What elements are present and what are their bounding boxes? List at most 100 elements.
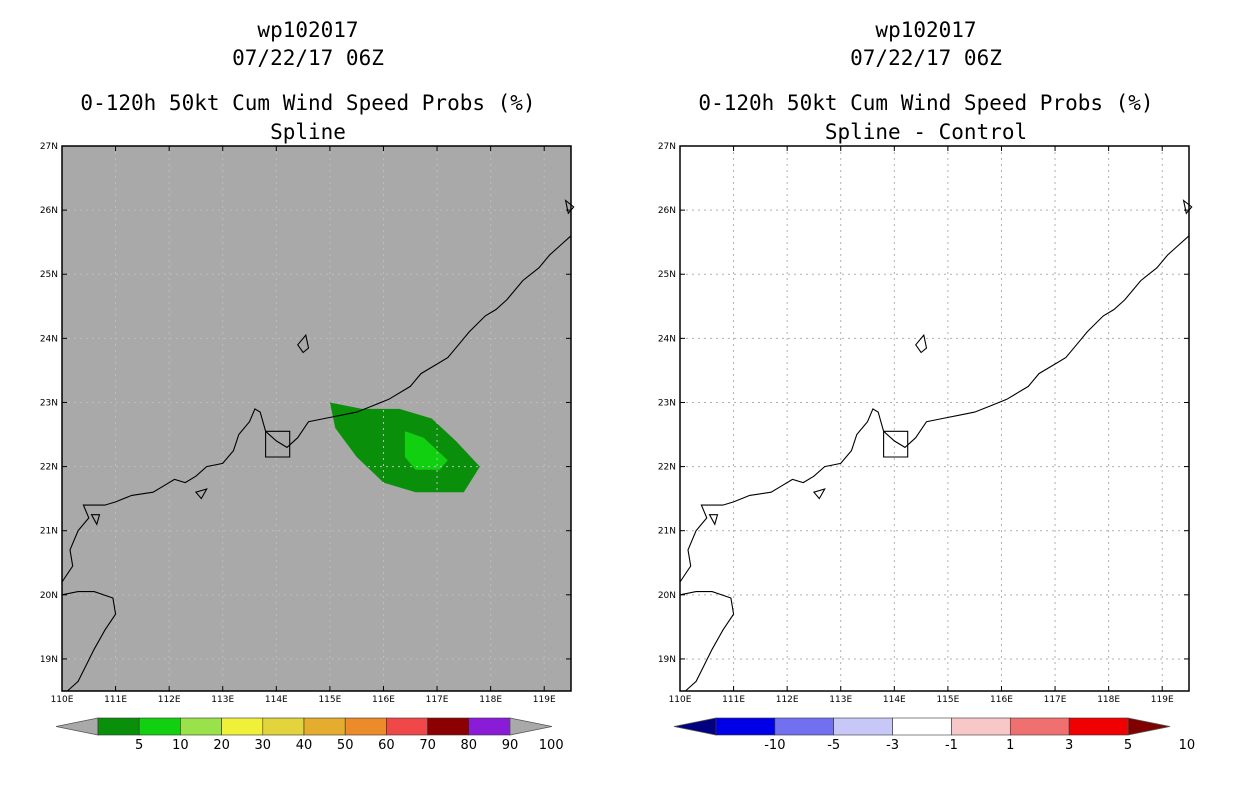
lon-tick-label: 113E — [829, 695, 852, 705]
coastline-hong-kong — [265, 430, 291, 458]
coastline-hong-kong — [883, 430, 909, 458]
lon-tick-label: 119E — [1151, 695, 1174, 705]
right-title-storm: wp102017 — [875, 18, 977, 42]
right-map-panel: 110E 111E 112E 113E 114E 115E 116E 117E 118E 119E… — [658, 142, 1193, 705]
lat-tick-label: 21N — [40, 527, 58, 537]
colorbar-label: 20 — [213, 738, 230, 753]
left-title-method: Spline — [270, 120, 346, 144]
lon-tick-label: 112E — [158, 695, 181, 705]
colorbar-swatch — [774, 717, 835, 736]
lat-tick-label: 24N — [40, 334, 58, 344]
colorbar-swatch — [344, 717, 387, 736]
colorbar-label: 60 — [378, 738, 395, 753]
colorbar-swatch — [951, 717, 1011, 736]
colorbar-label: 70 — [419, 738, 436, 753]
map-background — [680, 146, 1189, 691]
colorbar-swatch — [262, 717, 305, 736]
colorbar-swatch — [833, 717, 893, 736]
map-frame — [679, 145, 1190, 692]
lon-tick-label: 114E — [265, 695, 288, 705]
colorbar-label: 80 — [461, 738, 478, 753]
lat-tick-label: 24N — [658, 334, 676, 344]
lon-tick-label: 111E — [104, 695, 127, 705]
island-2 — [812, 488, 826, 500]
coastline-mainland — [61, 235, 572, 583]
colorbar-label: 1 — [1006, 738, 1014, 753]
coastline — [61, 199, 575, 692]
colorbar-swatch — [138, 717, 181, 736]
lat-tick-label: 20N — [40, 591, 58, 601]
gridlines — [680, 146, 1189, 691]
right-colorbar: -10 -5 -3 -1 1 3 5 10 — [673, 716, 1195, 756]
colorbar-label: 5 — [135, 738, 143, 753]
lon-tick-label: 117E — [426, 695, 449, 705]
coastline-hainan — [679, 591, 735, 692]
lon-tick-label: 118E — [479, 695, 502, 705]
island-2 — [194, 488, 208, 500]
lon-tick-label: 110E — [51, 695, 74, 705]
left-map-panel: 110E 111E 112E 113E 114E 115E 116E 117E 118E 119E… — [40, 142, 575, 705]
lon-tick-label: 115E — [936, 695, 959, 705]
lon-tick-label: 117E — [1044, 695, 1067, 705]
colorbar-swatch — [97, 717, 140, 736]
colorbar-right-arrow — [509, 717, 553, 736]
left-title-storm: wp102017 — [257, 18, 359, 42]
colorbar-label: -1 — [945, 738, 958, 753]
lat-tick-label: 19N — [40, 655, 58, 665]
colorbar-label: 3 — [1065, 738, 1073, 753]
colorbar-swatch — [715, 717, 776, 736]
lon-tick-label: 110E — [669, 695, 692, 705]
colorbar-left-arrow — [673, 717, 717, 736]
colorbar-swatch — [386, 717, 428, 736]
colorbar-swatch — [180, 717, 222, 736]
right-map: 110E 111E 112E 113E 114E 115E 116E 117E 118E 119E… — [658, 142, 1193, 705]
map-frame — [61, 145, 572, 692]
colorbar-swatch — [427, 717, 470, 736]
island-0 — [915, 333, 928, 354]
island-1 — [708, 514, 719, 526]
lat-tick-label: 19N — [658, 655, 676, 665]
colorbar-swatch — [221, 717, 264, 736]
island-0 — [297, 333, 310, 354]
colorbar-swatch — [303, 717, 346, 736]
lat-tick-label: 26N — [658, 206, 676, 216]
lon-tick-label: 119E — [533, 695, 556, 705]
lon-tick-label: 115E — [318, 695, 341, 705]
right-title-product: 0-120h 50kt Cum Wind Speed Probs (%) — [698, 91, 1154, 115]
left-colorbar: 5 10 20 30 40 50 60 70 80 90 100 — [55, 716, 564, 756]
coastline-mainland — [679, 235, 1190, 583]
left-title-date: 07/22/17 06Z — [232, 46, 384, 70]
lon-tick-label: 116E — [990, 695, 1013, 705]
colorbar-swatch — [892, 717, 952, 736]
colorbar-label: -10 — [764, 738, 785, 753]
colorbar-label: 100 — [539, 738, 564, 753]
left-title-product: 0-120h 50kt Cum Wind Speed Probs (%) — [80, 91, 536, 115]
lat-tick-label: 23N — [40, 398, 58, 408]
colorbar-label: 30 — [255, 738, 272, 753]
right-title-date: 07/22/17 06Z — [850, 46, 1002, 70]
island-1 — [90, 514, 101, 526]
colorbar-swatch — [1068, 717, 1129, 736]
gridlines — [62, 146, 571, 691]
lat-tick-label: 27N — [658, 142, 676, 152]
colorbar-right-arrow — [1127, 717, 1171, 736]
colorbar-label: 90 — [502, 738, 519, 753]
colorbar-label: -5 — [827, 738, 840, 753]
colorbar-left-arrow — [55, 717, 99, 736]
colorbar-label: -3 — [886, 738, 899, 753]
left-map: 110E 111E 112E 113E 114E 115E 116E 117E 118E 119E… — [40, 142, 575, 705]
lat-tick-label: 22N — [658, 463, 676, 473]
colorbar-label: 10 — [1179, 738, 1196, 753]
lon-tick-label: 112E — [776, 695, 799, 705]
lon-tick-label: 114E — [883, 695, 906, 705]
colorbar-swatch — [1009, 717, 1070, 736]
lat-tick-label: 23N — [658, 398, 676, 408]
coastline — [679, 199, 1193, 692]
colorbar-label: 5 — [1124, 738, 1132, 753]
colorbar-label: 50 — [337, 738, 354, 753]
lat-tick-label: 20N — [658, 591, 676, 601]
lon-tick-label: 118E — [1097, 695, 1120, 705]
lat-tick-label: 26N — [40, 206, 58, 216]
lat-tick-label: 22N — [40, 463, 58, 473]
lat-tick-label: 25N — [40, 270, 58, 280]
